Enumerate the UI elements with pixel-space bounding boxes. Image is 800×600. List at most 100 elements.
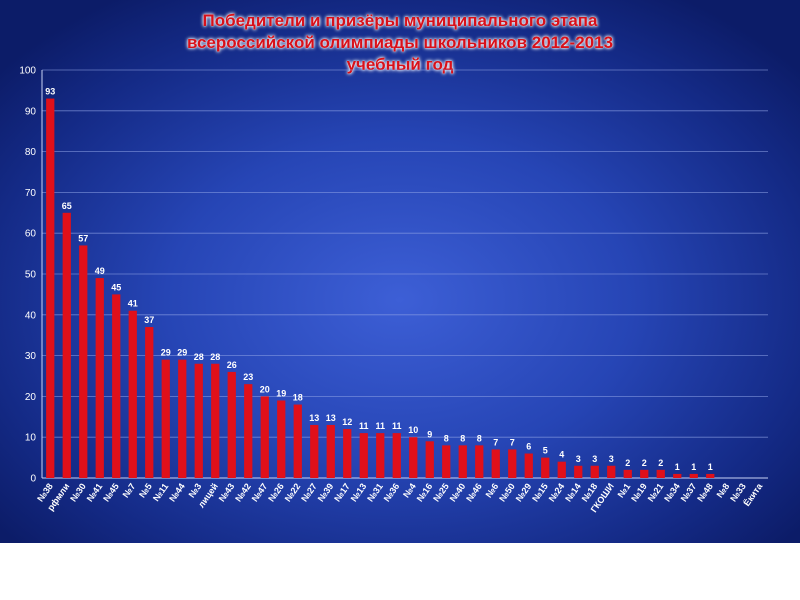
data-label: 41 (128, 299, 138, 309)
y-tick-label: 30 (25, 351, 37, 362)
x-tick-label: №37 (679, 481, 699, 503)
bar (277, 400, 286, 478)
data-label: 28 (210, 352, 220, 362)
data-label: 7 (493, 437, 498, 447)
data-label: 3 (576, 454, 581, 464)
bar (145, 327, 154, 478)
bar (359, 433, 368, 478)
data-label: 28 (194, 352, 204, 362)
y-tick-label: 50 (25, 270, 37, 281)
bar (623, 469, 632, 478)
bar (491, 449, 500, 478)
bar (524, 453, 533, 478)
bar (95, 278, 104, 478)
x-tick-label: №39 (316, 481, 336, 503)
x-tick-label: №34 (662, 481, 682, 503)
data-label: 65 (62, 201, 72, 211)
bar (178, 359, 187, 478)
bar (62, 212, 71, 479)
x-tick-label: №40 (448, 481, 468, 503)
x-tick-label: №30 (68, 481, 88, 503)
x-tick-label: №15 (530, 481, 550, 503)
x-tick-label: №41 (85, 481, 105, 503)
data-label: 13 (326, 413, 336, 423)
x-tick-label: №27 (299, 481, 319, 503)
bar (227, 371, 236, 478)
bar (392, 433, 401, 478)
bar (244, 384, 253, 478)
data-label: 93 (45, 87, 55, 97)
data-label: 12 (342, 417, 352, 427)
x-tick-label: №45 (101, 481, 121, 503)
bar (475, 445, 484, 478)
data-label: 45 (111, 282, 121, 292)
bar (293, 404, 302, 478)
data-label: 29 (177, 348, 187, 358)
data-label: 19 (276, 388, 286, 398)
data-label: 11 (392, 421, 402, 431)
data-label: 57 (78, 233, 88, 243)
x-tick-label: №14 (563, 481, 583, 503)
bar (508, 449, 517, 478)
chart-title-line-1: Победители и призёры муниципального этап… (202, 11, 598, 30)
x-tick-label: №42 (233, 481, 253, 503)
bar (409, 437, 418, 478)
y-tick-label: 100 (19, 66, 36, 77)
bar (541, 457, 550, 478)
x-tick-label: Ёкита (742, 481, 765, 508)
data-label: 3 (592, 454, 597, 464)
y-tick-label: 40 (25, 310, 37, 321)
data-label: 6 (526, 442, 531, 452)
bar (343, 429, 352, 478)
y-tick-label: 80 (25, 147, 37, 158)
bar (557, 461, 566, 478)
bar (161, 359, 170, 478)
bar (574, 465, 583, 478)
data-label: 10 (408, 425, 418, 435)
x-tick-label: №25 (431, 481, 451, 503)
data-label: 13 (309, 413, 319, 423)
x-tick-label: №16 (415, 481, 435, 503)
chart-title: Победители и призёры муниципального этап… (120, 10, 680, 76)
data-label: 8 (477, 433, 482, 443)
x-tick-label: №47 (250, 481, 270, 503)
data-label: 23 (243, 372, 253, 382)
data-label: 5 (543, 446, 548, 456)
bar (326, 424, 335, 478)
data-label: 2 (642, 458, 647, 468)
y-tick-label: 60 (25, 229, 37, 240)
bar (310, 424, 319, 478)
data-label: 2 (658, 458, 663, 468)
x-tick-label: №21 (646, 481, 666, 503)
x-tick-label: №29 (514, 481, 534, 503)
y-tick-label: 70 (25, 188, 37, 199)
bar (79, 245, 88, 478)
data-label: 20 (260, 384, 270, 394)
bar (607, 465, 616, 478)
x-tick-label: №50 (497, 481, 517, 503)
y-tick-label: 20 (25, 392, 37, 403)
data-label: 4 (559, 450, 564, 460)
bar (689, 473, 698, 478)
data-label: 3 (609, 454, 614, 464)
data-label: 37 (144, 315, 154, 325)
bar (640, 469, 649, 478)
x-tick-label: №17 (332, 481, 352, 503)
x-tick-label: №31 (365, 481, 385, 503)
x-tick-label: №7 (121, 481, 138, 499)
y-tick-label: 10 (25, 433, 37, 444)
data-label: 11 (375, 421, 385, 431)
x-tick-label: №48 (695, 481, 715, 503)
data-label: 2 (625, 458, 630, 468)
bar (211, 363, 220, 478)
bar (194, 363, 203, 478)
bar (128, 310, 137, 478)
data-label: 18 (293, 393, 303, 403)
chart-title-line-2: всероссийской олимпиады школьников 2012-… (186, 33, 614, 52)
bar (458, 445, 467, 478)
bar (590, 465, 599, 478)
data-label: 7 (510, 437, 515, 447)
x-tick-label: №19 (629, 481, 649, 503)
x-tick-label: №13 (349, 481, 369, 503)
data-label: 49 (95, 266, 105, 276)
